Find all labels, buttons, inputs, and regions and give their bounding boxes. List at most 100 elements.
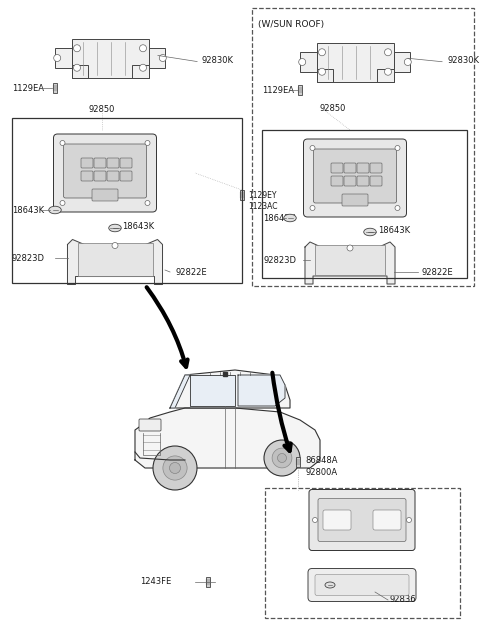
Circle shape [169, 462, 180, 473]
Text: 18643K: 18643K [263, 214, 295, 222]
FancyBboxPatch shape [63, 144, 146, 198]
Text: 92822E: 92822E [175, 267, 206, 276]
FancyBboxPatch shape [94, 171, 106, 181]
Text: 18643K: 18643K [378, 225, 410, 234]
Polygon shape [170, 375, 190, 408]
Text: 92800A: 92800A [305, 468, 337, 477]
FancyBboxPatch shape [316, 68, 333, 82]
Ellipse shape [284, 214, 296, 222]
Ellipse shape [325, 582, 335, 588]
Circle shape [140, 44, 146, 52]
Ellipse shape [49, 206, 61, 214]
Bar [296, 457, 300, 467]
FancyBboxPatch shape [94, 158, 106, 168]
Circle shape [384, 68, 392, 75]
Polygon shape [135, 408, 320, 468]
Circle shape [407, 518, 411, 522]
FancyBboxPatch shape [357, 176, 369, 186]
FancyBboxPatch shape [342, 194, 368, 206]
FancyBboxPatch shape [394, 52, 410, 71]
Circle shape [310, 146, 315, 151]
FancyBboxPatch shape [81, 158, 93, 168]
FancyBboxPatch shape [377, 68, 394, 82]
Bar [265, 488, 460, 618]
Polygon shape [68, 240, 163, 285]
Text: 18643K: 18643K [12, 205, 44, 214]
FancyBboxPatch shape [370, 163, 382, 173]
Circle shape [145, 140, 150, 146]
FancyBboxPatch shape [120, 171, 132, 181]
FancyBboxPatch shape [72, 39, 148, 77]
Circle shape [73, 44, 81, 52]
Bar [12, 118, 242, 283]
Circle shape [163, 456, 187, 480]
Bar [240, 190, 244, 200]
Text: 1129EA: 1129EA [262, 86, 294, 95]
Text: (W/SUN ROOF): (W/SUN ROOF) [258, 20, 324, 29]
Polygon shape [305, 242, 395, 284]
Circle shape [60, 140, 65, 146]
Circle shape [312, 518, 317, 522]
FancyBboxPatch shape [331, 163, 343, 173]
Text: 1123AC: 1123AC [248, 202, 277, 211]
Ellipse shape [364, 228, 376, 236]
FancyBboxPatch shape [357, 163, 369, 173]
FancyBboxPatch shape [55, 48, 72, 68]
Polygon shape [238, 375, 285, 406]
FancyBboxPatch shape [331, 176, 343, 186]
Polygon shape [170, 370, 290, 408]
Text: 92836: 92836 [390, 596, 417, 605]
FancyBboxPatch shape [323, 510, 351, 530]
Circle shape [54, 55, 60, 61]
Bar [206, 577, 210, 587]
FancyBboxPatch shape [344, 163, 356, 173]
Circle shape [384, 49, 392, 56]
Polygon shape [190, 375, 235, 406]
Bar [53, 83, 57, 93]
Text: 92830K: 92830K [447, 55, 479, 64]
Text: 92850: 92850 [320, 104, 347, 113]
Bar [262, 130, 467, 278]
FancyBboxPatch shape [308, 569, 416, 601]
FancyBboxPatch shape [107, 158, 119, 168]
FancyBboxPatch shape [92, 189, 118, 201]
Circle shape [112, 243, 118, 249]
FancyBboxPatch shape [107, 171, 119, 181]
Text: 86848A: 86848A [305, 455, 337, 464]
Circle shape [319, 68, 325, 75]
Ellipse shape [109, 224, 121, 232]
FancyBboxPatch shape [309, 489, 415, 551]
FancyBboxPatch shape [316, 43, 394, 82]
FancyBboxPatch shape [139, 419, 161, 431]
FancyBboxPatch shape [53, 134, 156, 212]
Circle shape [264, 440, 300, 476]
Text: 92822E: 92822E [422, 267, 454, 276]
FancyBboxPatch shape [315, 574, 409, 596]
FancyBboxPatch shape [120, 158, 132, 168]
Bar [77, 243, 153, 276]
Circle shape [73, 64, 81, 71]
Circle shape [272, 448, 292, 468]
FancyBboxPatch shape [72, 64, 88, 77]
Circle shape [153, 446, 197, 490]
Circle shape [310, 205, 315, 211]
FancyBboxPatch shape [318, 498, 406, 542]
Text: 1129EA: 1129EA [12, 84, 44, 93]
Bar [252, 8, 474, 286]
FancyBboxPatch shape [132, 64, 148, 77]
FancyBboxPatch shape [81, 171, 93, 181]
Text: 92823D: 92823D [12, 254, 45, 263]
FancyBboxPatch shape [313, 149, 396, 203]
Text: 92823D: 92823D [263, 256, 296, 265]
Text: 18645E: 18645E [340, 580, 372, 589]
Bar [298, 85, 302, 95]
FancyBboxPatch shape [344, 176, 356, 186]
FancyBboxPatch shape [303, 139, 407, 217]
Circle shape [60, 200, 65, 205]
Text: 92850: 92850 [89, 105, 115, 114]
Text: 1243FE: 1243FE [140, 578, 171, 587]
Text: 92830K: 92830K [202, 55, 234, 64]
Circle shape [319, 49, 325, 56]
Circle shape [395, 205, 400, 211]
FancyBboxPatch shape [148, 48, 165, 68]
